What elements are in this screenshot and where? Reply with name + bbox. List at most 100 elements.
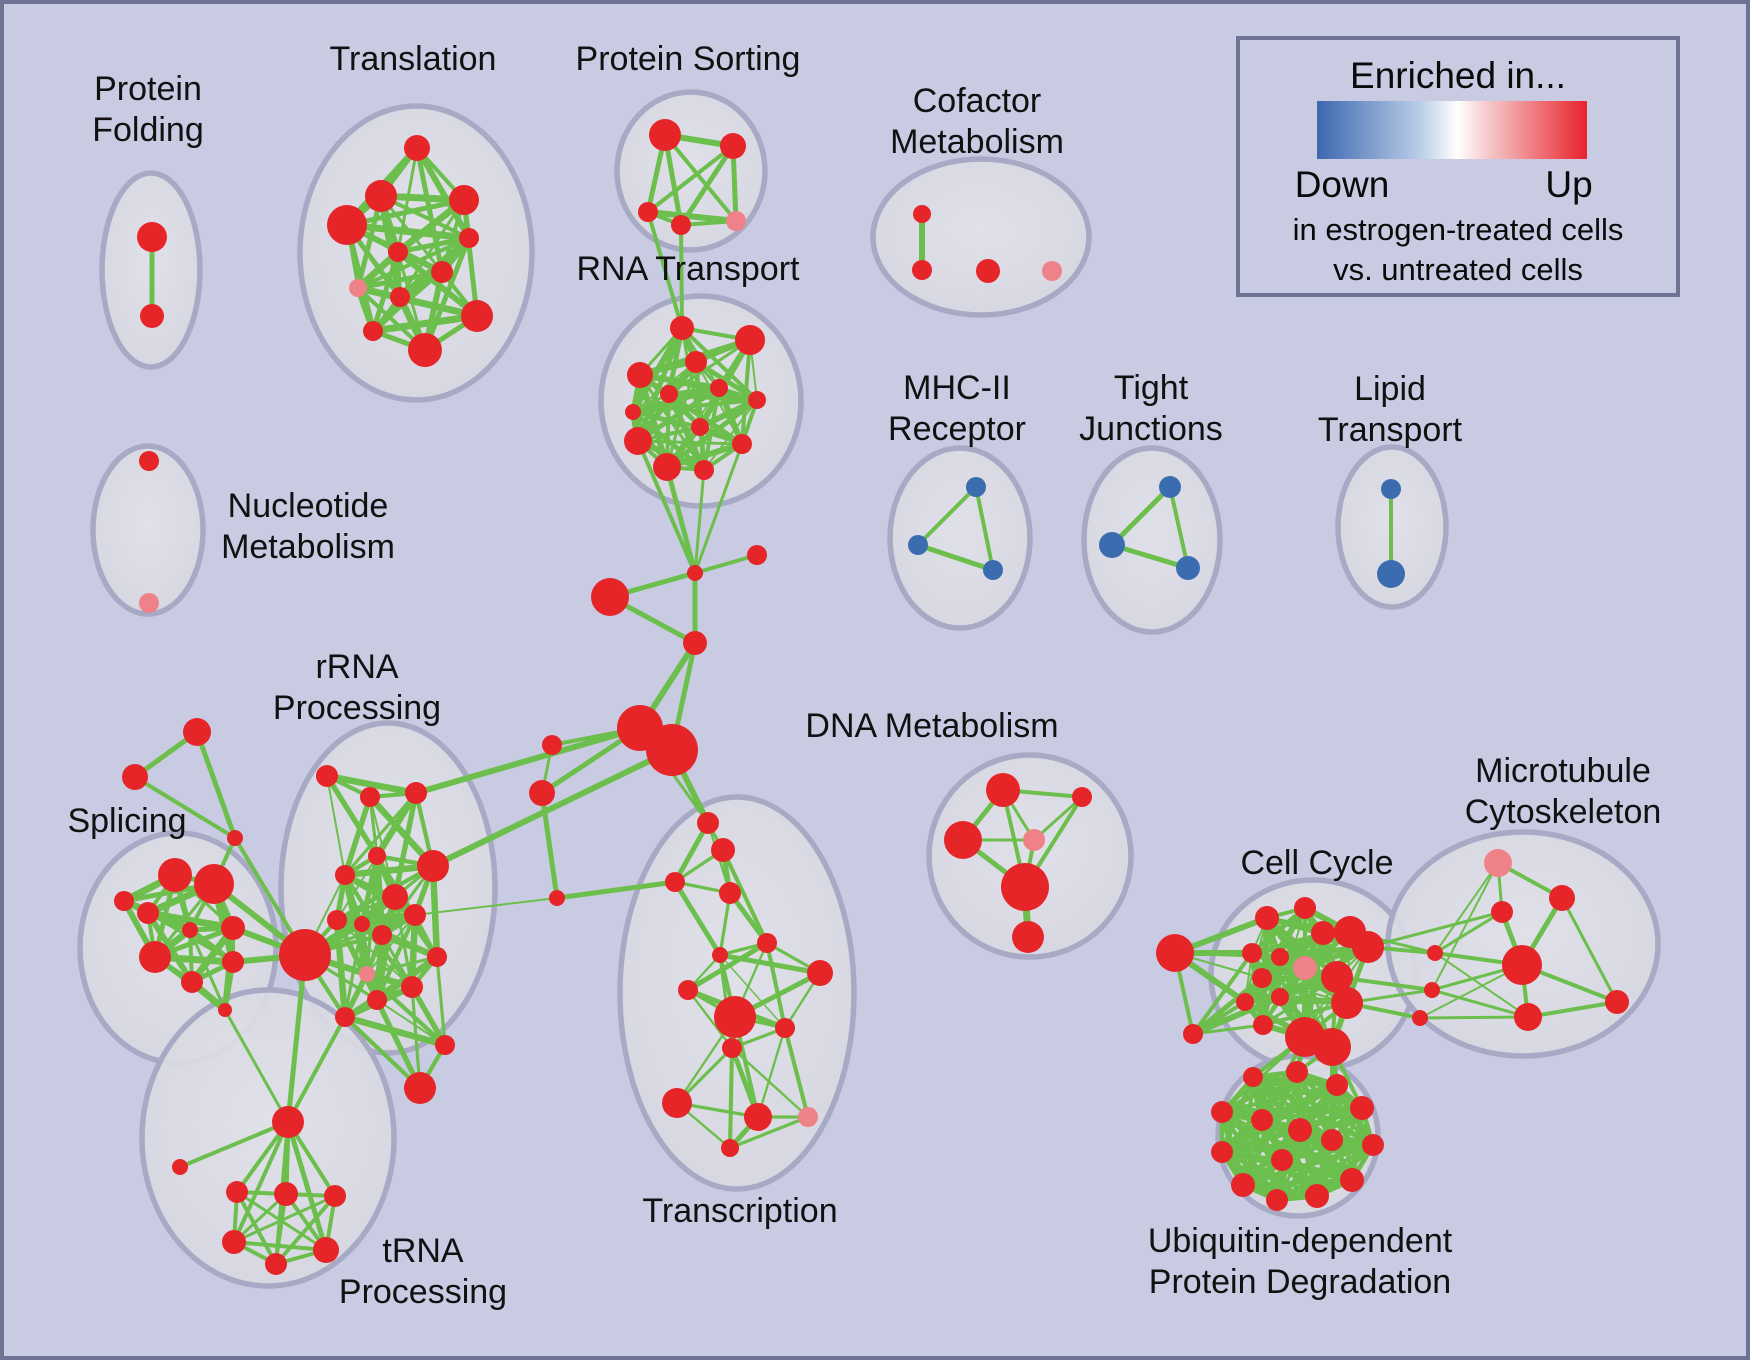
network-node-microtubule[interactable] xyxy=(1605,990,1629,1014)
network-edge[interactable] xyxy=(1418,1015,1530,1020)
network-node-microtubule[interactable] xyxy=(1549,885,1575,911)
network-node-transcription[interactable] xyxy=(697,812,719,834)
network-edge[interactable] xyxy=(1526,1000,1619,1019)
network-node-rna_transport[interactable] xyxy=(710,379,728,397)
network-node-splicing[interactable] xyxy=(218,1003,232,1017)
network-edge[interactable] xyxy=(1259,1082,1340,1123)
network-node-transcription[interactable] xyxy=(662,1088,692,1118)
network-node-trna[interactable] xyxy=(313,1237,339,1263)
network-edge[interactable] xyxy=(366,914,416,975)
network-node-trna[interactable] xyxy=(172,1159,188,1175)
network-node-connectors[interactable] xyxy=(591,578,629,616)
network-edge[interactable] xyxy=(323,772,420,797)
network-edge[interactable] xyxy=(1431,862,1499,991)
network-node-splicing[interactable] xyxy=(114,891,134,911)
network-node-cell_cycle[interactable] xyxy=(1271,988,1289,1006)
network-edge[interactable] xyxy=(435,955,447,1047)
network-node-protein_sorting[interactable] xyxy=(638,202,658,222)
network-node-rna_transport[interactable] xyxy=(660,385,678,403)
network-node-rrna[interactable] xyxy=(435,1035,455,1055)
network-node-connectors[interactable] xyxy=(683,631,707,655)
network-node-splicing[interactable] xyxy=(221,916,245,940)
network-node-rrna[interactable] xyxy=(360,787,380,807)
network-node-mhc[interactable] xyxy=(966,477,986,497)
network-node-rna_transport[interactable] xyxy=(627,362,653,388)
network-node-rrna[interactable] xyxy=(367,990,387,1010)
network-node-cell_cycle[interactable] xyxy=(1352,931,1384,963)
network-edge[interactable] xyxy=(974,485,995,572)
network-node-transcription[interactable] xyxy=(711,838,735,862)
network-edge[interactable] xyxy=(1191,951,1254,1036)
network-edge[interactable] xyxy=(369,312,481,335)
network-edge[interactable] xyxy=(285,1119,329,1253)
network-node-rrna[interactable] xyxy=(316,765,338,787)
network-node-microtubule[interactable] xyxy=(1502,945,1542,985)
network-node-rna_transport[interactable] xyxy=(732,434,752,454)
network-node-transcription[interactable] xyxy=(744,1103,772,1131)
network-node-dna_metabolism[interactable] xyxy=(1072,787,1092,807)
network-edge[interactable] xyxy=(716,385,745,447)
network-node-ubiquitin[interactable] xyxy=(1321,1129,1343,1151)
network-node-transcription[interactable] xyxy=(722,1038,742,1058)
network-edge[interactable] xyxy=(636,439,744,446)
network-node-cell_cycle[interactable] xyxy=(1242,943,1262,963)
network-node-rna_transport[interactable] xyxy=(694,460,714,480)
network-node-translation[interactable] xyxy=(459,228,479,248)
network-node-cell_cycle[interactable] xyxy=(1253,1015,1273,1035)
network-edge[interactable] xyxy=(373,931,386,1004)
network-node-cell_cycle[interactable] xyxy=(1313,1028,1351,1066)
network-node-cell_cycle[interactable] xyxy=(1236,993,1254,1011)
network-edge[interactable] xyxy=(1109,484,1173,548)
network-edge[interactable] xyxy=(223,1008,290,1124)
network-node-trna[interactable] xyxy=(274,1182,298,1206)
network-edge[interactable] xyxy=(703,399,758,471)
network-edge[interactable] xyxy=(672,879,723,958)
network-edge[interactable] xyxy=(341,1013,449,1049)
network-edge[interactable] xyxy=(232,1120,290,1244)
network-node-dna_metabolism[interactable] xyxy=(1001,863,1049,911)
network-node-ubiquitin[interactable] xyxy=(1305,1184,1329,1208)
network-node-protein_folding[interactable] xyxy=(140,304,164,328)
network-edge[interactable] xyxy=(1434,862,1499,954)
network-edge[interactable] xyxy=(646,144,735,214)
network-node-cell_cycle[interactable] xyxy=(1156,934,1194,972)
network-node-ubiquitin[interactable] xyxy=(1362,1134,1384,1156)
network-node-rrna[interactable] xyxy=(427,947,447,967)
network-edge[interactable] xyxy=(342,954,440,1020)
network-node-ubiquitin[interactable] xyxy=(1266,1189,1288,1211)
network-node-rna_transport[interactable] xyxy=(735,325,765,355)
network-edge[interactable] xyxy=(693,359,760,403)
network-node-splicing[interactable] xyxy=(158,858,192,892)
network-node-dna_metabolism[interactable] xyxy=(986,773,1020,807)
network-node-ubiquitin[interactable] xyxy=(1340,1168,1364,1192)
network-node-translation[interactable] xyxy=(363,321,383,341)
network-edge[interactable] xyxy=(1433,910,1504,955)
network-edge[interactable] xyxy=(343,221,473,242)
network-node-transcription[interactable] xyxy=(719,882,741,904)
network-edge[interactable] xyxy=(720,847,770,946)
network-node-protein_folding[interactable] xyxy=(137,222,167,252)
network-node-translation[interactable] xyxy=(327,205,367,245)
network-node-trna[interactable] xyxy=(222,1230,246,1254)
network-node-cell_cycle[interactable] xyxy=(1183,1024,1203,1044)
network-node-ubiquitin[interactable] xyxy=(1243,1067,1263,1087)
network-node-rrna[interactable] xyxy=(382,884,408,910)
network-node-translation[interactable] xyxy=(365,180,397,212)
network-node-cell_cycle[interactable] xyxy=(1271,948,1289,966)
network-node-microtubule[interactable] xyxy=(1412,1010,1428,1026)
network-node-rrna[interactable] xyxy=(279,929,331,981)
network-node-rrna[interactable] xyxy=(404,904,426,926)
network-node-rrna[interactable] xyxy=(335,865,355,885)
network-node-rna_transport[interactable] xyxy=(624,427,652,455)
network-edge[interactable] xyxy=(664,464,698,576)
network-node-microtubule[interactable] xyxy=(1491,901,1513,923)
network-node-protein_sorting[interactable] xyxy=(649,119,681,151)
network-node-ubiquitin[interactable] xyxy=(1211,1101,1233,1123)
network-node-cell_cycle[interactable] xyxy=(1294,897,1316,919)
network-node-translation[interactable] xyxy=(461,300,493,332)
network-edge[interactable] xyxy=(336,855,378,921)
network-node-trna[interactable] xyxy=(272,1106,304,1138)
network-node-rna_transport[interactable] xyxy=(685,351,707,373)
network-node-rrna[interactable] xyxy=(417,850,449,882)
network-edge[interactable] xyxy=(727,1045,735,1151)
